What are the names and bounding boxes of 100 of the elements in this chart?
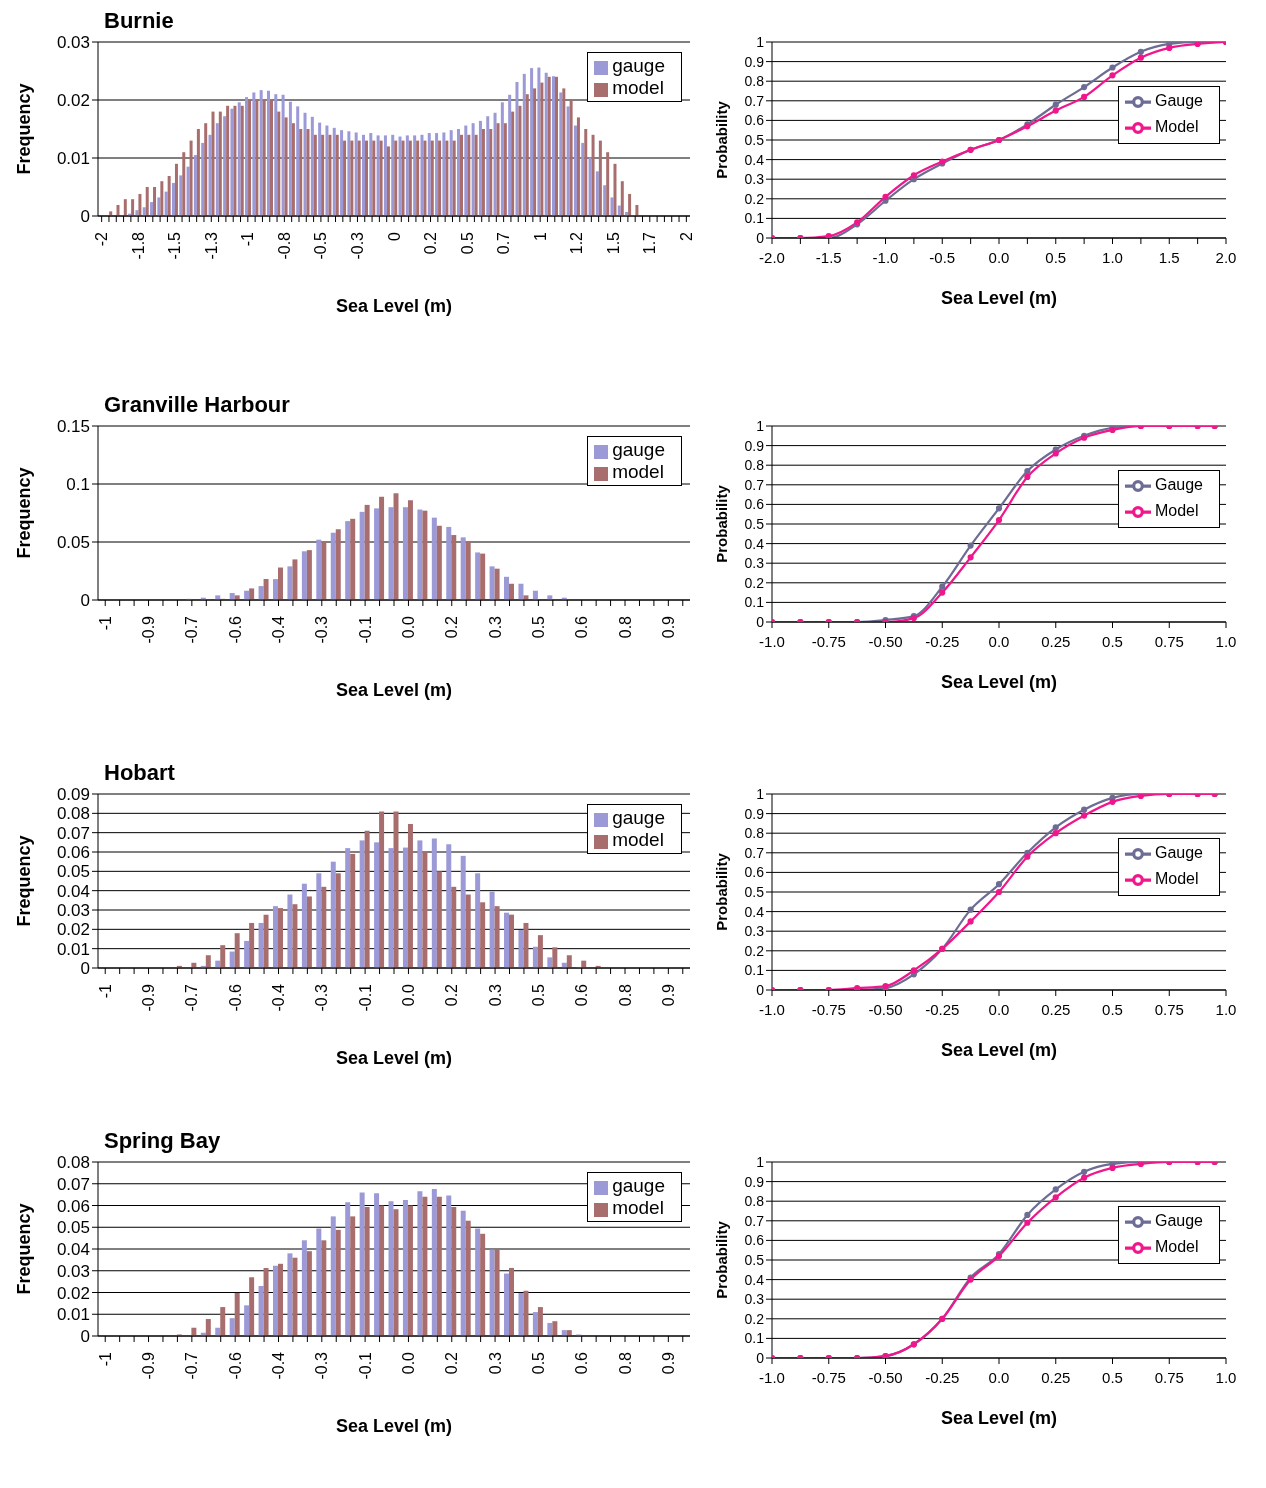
x-tick-label: 0.6 <box>573 1351 591 1375</box>
y-tick-label: 0.05 <box>56 862 90 882</box>
y-tick-label: 0.6 <box>744 864 765 881</box>
y-tick-label: 0.9 <box>744 1173 765 1190</box>
y-tick-label: 0.1 <box>744 962 765 979</box>
y-tick-label: 0.08 <box>56 804 90 824</box>
y-tick-label: 0.2 <box>744 942 765 959</box>
x-tick-label: 2 <box>677 231 695 241</box>
x-tick-label: 2.0 <box>1215 248 1237 266</box>
x-tick-label: -1.5 <box>815 248 842 266</box>
x-tick-label: 0.9 <box>659 1351 677 1375</box>
x-tick-label: 0.6 <box>573 983 591 1007</box>
x-tick-label: 0.5 <box>529 1351 547 1375</box>
y-tick-label: 0.1 <box>66 475 90 495</box>
x-tick-label: 0.8 <box>616 983 634 1007</box>
y-tick-label: 0.2 <box>744 1310 765 1327</box>
x-tick-label: -0.25 <box>925 1000 960 1018</box>
x-tick-label: 0.75 <box>1154 632 1184 650</box>
y-tick-label: 0.08 <box>56 1153 90 1173</box>
x-tick-label: 0.0 <box>988 1000 1010 1018</box>
y-tick-label: 0.6 <box>744 112 765 129</box>
y-tick-label: 0.5 <box>744 515 765 532</box>
legend-label: model <box>612 461 664 482</box>
x-tick-label: 0.2 <box>443 983 461 1007</box>
y-tick-label: 0.1 <box>744 1330 765 1347</box>
x-tick-label: 0.6 <box>573 615 591 639</box>
x-tick-label: -0.7 <box>183 615 201 644</box>
x-tick-label: 1.5 <box>1158 248 1180 266</box>
x-tick-label: -0.3 <box>313 1351 331 1380</box>
y-tick-label: 0.4 <box>744 535 765 552</box>
x-tick-label: -0.6 <box>226 615 244 644</box>
legend-label: gauge <box>612 807 665 828</box>
y-tick-label: 0.05 <box>56 533 90 553</box>
y-tick-label: 0.9 <box>744 805 765 822</box>
x-tick-label: -0.50 <box>868 1368 903 1386</box>
y-tick-label: 0.1 <box>744 210 765 227</box>
y-tick-label: 0.03 <box>56 901 90 921</box>
x-tick-label: -0.50 <box>868 632 903 650</box>
x-axis-title: Sea Level (m) <box>335 296 453 316</box>
y-tick-label: 0.2 <box>744 190 765 207</box>
y-tick-label: 0.02 <box>56 91 90 111</box>
y-tick-label: 1 <box>756 33 765 50</box>
y-tick-label: 0.03 <box>56 33 90 53</box>
y-tick-label: 0.4 <box>744 903 765 920</box>
x-tick-label: 0.3 <box>486 1351 504 1375</box>
y-tick-label: 0.3 <box>744 1291 765 1308</box>
x-tick-label: -0.6 <box>226 983 244 1012</box>
x-tick-label: -0.8 <box>275 231 293 260</box>
x-tick-label: 0.25 <box>1041 1368 1071 1386</box>
y-tick-label: 0 <box>80 959 90 979</box>
x-tick-label: -0.3 <box>313 983 331 1012</box>
x-tick-label: 0.9 <box>659 615 677 639</box>
y-tick-label: 0.01 <box>56 1305 90 1325</box>
y-tick-label: 0.8 <box>744 457 765 474</box>
y-axis-title: Probability <box>713 852 731 931</box>
x-tick-label: 1.0 <box>1215 1368 1237 1386</box>
y-tick-label: 0.07 <box>56 823 90 843</box>
x-tick-label: -0.7 <box>183 1351 201 1380</box>
y-tick-label: 0.03 <box>56 1261 90 1281</box>
x-tick-label: -1.8 <box>129 231 147 260</box>
x-tick-label: 0 <box>385 231 403 241</box>
chart-title: Hobart <box>104 760 175 786</box>
x-tick-label: -0.75 <box>811 1368 846 1386</box>
y-axis-title: Probability <box>713 484 731 563</box>
y-tick-label: 0.04 <box>56 881 90 901</box>
x-tick-label: 0.3 <box>486 983 504 1007</box>
y-tick-label: 1 <box>756 785 765 802</box>
y-tick-label: 0.09 <box>56 785 90 805</box>
x-tick-label: 0.5 <box>458 231 476 255</box>
x-tick-label: -1.0 <box>759 1000 785 1018</box>
x-tick-label: 1.0 <box>1215 1000 1237 1018</box>
x-axis-title: Sea Level (m) <box>335 680 453 700</box>
x-tick-label: 0.5 <box>1102 1000 1123 1018</box>
x-tick-label: 0.75 <box>1154 1368 1184 1386</box>
x-tick-label: 0.75 <box>1154 1000 1184 1018</box>
y-axis-title: Frequency <box>14 467 35 559</box>
y-axis-title: Frequency <box>14 835 35 927</box>
x-tick-label: -0.75 <box>811 1000 846 1018</box>
x-tick-label: -1.0 <box>759 632 785 650</box>
y-tick-label: 0.8 <box>744 825 765 842</box>
x-tick-label: -1 <box>96 1351 114 1367</box>
y-tick-label: 0.7 <box>744 476 765 493</box>
x-tick-label: 0.3 <box>486 615 504 639</box>
legend-label: Gauge <box>1154 476 1203 494</box>
x-tick-label: 1.7 <box>641 231 659 255</box>
y-tick-label: 0 <box>80 1327 90 1347</box>
y-tick-label: 0.01 <box>56 939 90 959</box>
x-tick-label: 0.0 <box>399 615 417 639</box>
x-tick-label: -0.25 <box>925 632 960 650</box>
y-tick-label: 0.6 <box>744 496 765 513</box>
legend-label: Model <box>1154 870 1199 888</box>
legend-label: gauge <box>612 55 665 76</box>
x-axis-title: Sea Level (m) <box>940 288 1058 308</box>
y-tick-label: 0.07 <box>56 1174 90 1194</box>
x-tick-label: 1.5 <box>604 231 622 255</box>
x-tick-label: -0.75 <box>811 632 846 650</box>
y-tick-label: 0.8 <box>744 1193 765 1210</box>
legend-label: Model <box>1154 1238 1199 1256</box>
x-tick-label: -1 <box>96 983 114 999</box>
x-tick-label: -0.1 <box>356 983 374 1012</box>
